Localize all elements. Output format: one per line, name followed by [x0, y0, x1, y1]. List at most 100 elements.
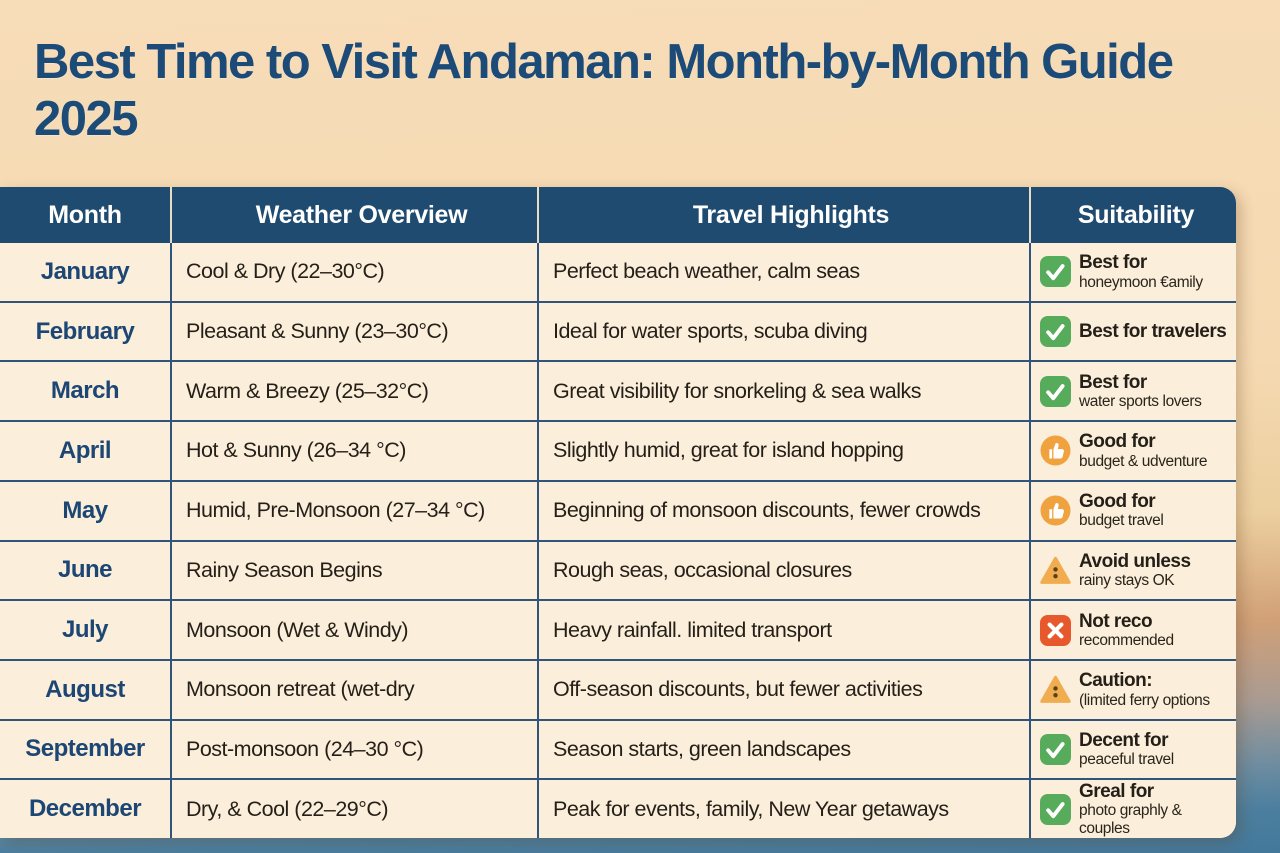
suitability-cell: Best for water sports lovers	[1031, 362, 1236, 420]
highlights-cell: Heavy rainfall. limited transport	[539, 601, 1031, 659]
weather-cell: Hot & Sunny (26–34 °C)	[172, 422, 539, 480]
suitability-text: Decent for peaceful travel	[1079, 730, 1174, 769]
highlights-text: Off-season discounts, but fewer activiti…	[553, 677, 923, 702]
suitability-line2: water sports lovers	[1079, 392, 1202, 410]
weather-text: Post-monsoon (24–30 °C)	[186, 736, 424, 761]
weather-cell: Pleasant & Sunny (23–30°C)	[172, 302, 539, 361]
month-label: August	[45, 675, 125, 703]
weather-cell: Monsoon (Wet & Windy)	[172, 601, 539, 659]
suitability-cell: Caution: (limited ferry options	[1031, 661, 1236, 719]
month-cell: March	[0, 362, 172, 421]
check-icon	[1040, 375, 1071, 407]
month-label: March	[50, 377, 120, 405]
suitability-line1: Best for	[1079, 371, 1147, 393]
highlights-text: Great visibility for snorkeling & sea wa…	[553, 378, 922, 403]
suitability-text: Caution: (limited ferry options	[1079, 670, 1210, 709]
highlights-cell: Peak for events, family, New Year getawa…	[539, 780, 1031, 838]
weather-text: Rainy Season Begins	[186, 557, 383, 582]
highlights-cell: Off-season discounts, but fewer activiti…	[539, 660, 1031, 719]
table-header-row: Month Weather Overview Travel Highlights…	[0, 187, 1236, 243]
table-row: August Monsoon retreat (wet-dry Off-seas…	[0, 658, 1236, 719]
check-icon	[1040, 316, 1071, 348]
month-cell: July	[0, 601, 172, 659]
header-month: Month	[0, 187, 172, 243]
month-cell: April	[0, 422, 172, 480]
table-row: March Warm & Breezy (25–32°C) Great visi…	[0, 360, 1236, 421]
highlights-text: Rough seas, occasional closures	[553, 557, 852, 582]
table-row: December Dry, & Cool (22–29°C) Peak for …	[0, 778, 1236, 838]
highlights-text: Perfect beach weather, calm seas	[553, 259, 860, 284]
suitability-cell: Good for budget travel	[1031, 482, 1236, 540]
suitability-cell: Best for honeymoon €amily	[1031, 243, 1236, 301]
weather-cell: Cool & Dry (22–30°C)	[172, 243, 539, 301]
suitability-text: Best for travelers	[1079, 320, 1227, 342]
thumb-up-icon	[1040, 435, 1071, 466]
highlights-text: Season starts, green landscapes	[553, 736, 851, 761]
suitability-text: Avoid unless rainy stays OK	[1079, 551, 1191, 590]
highlights-cell: Ideal for water sports, scuba diving	[539, 302, 1031, 361]
suitability-line2: honeymoon €amily	[1079, 273, 1203, 291]
header-highlights: Travel Highlights	[539, 187, 1031, 243]
table-row: May Humid, Pre-Monsoon (27–34 °C) Beginn…	[0, 479, 1236, 540]
suitability-line1: Best for	[1079, 252, 1147, 274]
highlights-text: Heavy rainfall. limited transport	[553, 617, 832, 642]
month-label: April	[58, 436, 112, 464]
thumb-up-icon	[1040, 495, 1071, 526]
suitability-line2: photo graphly & couples	[1079, 802, 1182, 837]
month-cell: May	[0, 481, 172, 540]
weather-cell: Dry, & Cool (22–29°C)	[172, 780, 539, 838]
suitability-line1: Caution:	[1079, 670, 1153, 692]
suitability-line1: Good for	[1079, 431, 1156, 453]
weather-cell: Post-monsoon (24–30 °C)	[172, 720, 539, 779]
suitability-text: Greal for photo graphly & couples	[1079, 781, 1232, 838]
suitability-line2: budget travel	[1079, 512, 1164, 530]
cross-icon	[1040, 614, 1071, 646]
weather-text: Humid, Pre-Monsoon (27–34 °C)	[186, 498, 485, 523]
table-row: June Rainy Season Begins Rough seas, occ…	[0, 539, 1236, 600]
suitability-line2: rainy stays OK	[1079, 572, 1175, 590]
warning-icon	[1040, 555, 1071, 586]
suitability-cell: Best for travelers	[1031, 303, 1236, 361]
check-icon	[1040, 256, 1071, 288]
table-row: January Cool & Dry (22–30°C) Perfect bea…	[0, 243, 1236, 301]
weather-cell: Warm & Breezy (25–32°C)	[172, 362, 539, 421]
suitability-text: Good for budget & udventure	[1079, 431, 1208, 470]
suitability-line1: Best for travelers	[1079, 320, 1227, 342]
month-label: May	[62, 496, 108, 524]
suitability-cell: Not reco recommended	[1031, 601, 1236, 659]
table-body: January Cool & Dry (22–30°C) Perfect bea…	[0, 243, 1236, 838]
highlights-cell: Great visibility for snorkeling & sea wa…	[539, 362, 1031, 421]
warning-icon	[1040, 674, 1071, 705]
weather-text: Cool & Dry (22–30°C)	[186, 259, 385, 284]
month-cell: June	[0, 541, 172, 600]
weather-text: Monsoon (Wet & Windy)	[186, 617, 409, 642]
month-cell: December	[0, 780, 172, 838]
table-row: April Hot & Sunny (26–34 °C) Slightly hu…	[0, 420, 1236, 480]
month-label: July	[61, 616, 109, 644]
weather-cell: Humid, Pre-Monsoon (27–34 °C)	[172, 481, 539, 540]
highlights-text: Peak for events, family, New Year getawa…	[553, 796, 949, 821]
suitability-line1: Greal for	[1079, 780, 1154, 802]
suitability-cell: Greal for photo graphly & couples	[1031, 780, 1236, 838]
month-guide-table: Month Weather Overview Travel Highlights…	[0, 187, 1236, 838]
suitability-cell: Avoid unless rainy stays OK	[1031, 542, 1236, 600]
suitability-line1: Not reco	[1079, 610, 1153, 632]
weather-text: Warm & Breezy (25–32°C)	[186, 378, 429, 403]
suitability-line1: Decent for	[1079, 729, 1168, 751]
month-cell: September	[0, 720, 172, 779]
highlights-cell: Season starts, green landscapes	[539, 720, 1031, 779]
highlights-text: Slightly humid, great for island hopping	[553, 438, 904, 463]
suitability-text: Good for budget travel	[1079, 491, 1164, 530]
weather-cell: Rainy Season Begins	[172, 541, 539, 600]
weather-text: Hot & Sunny (26–34 °C)	[186, 438, 406, 463]
check-icon	[1040, 793, 1071, 825]
page-title: Best Time to Visit Andaman: Month-by-Mon…	[34, 35, 1174, 146]
table-row: September Post-monsoon (24–30 °C) Season…	[0, 718, 1236, 779]
month-label: January	[40, 257, 130, 285]
suitability-line2: budget & udventure	[1079, 452, 1208, 470]
highlights-cell: Beginning of monsoon discounts, fewer cr…	[539, 481, 1031, 540]
weather-cell: Monsoon retreat (wet-dry	[172, 660, 539, 719]
suitability-text: Best for water sports lovers	[1079, 371, 1202, 411]
table-row: July Monsoon (Wet & Windy) Heavy rainfal…	[0, 599, 1236, 659]
month-label: June	[57, 556, 113, 584]
